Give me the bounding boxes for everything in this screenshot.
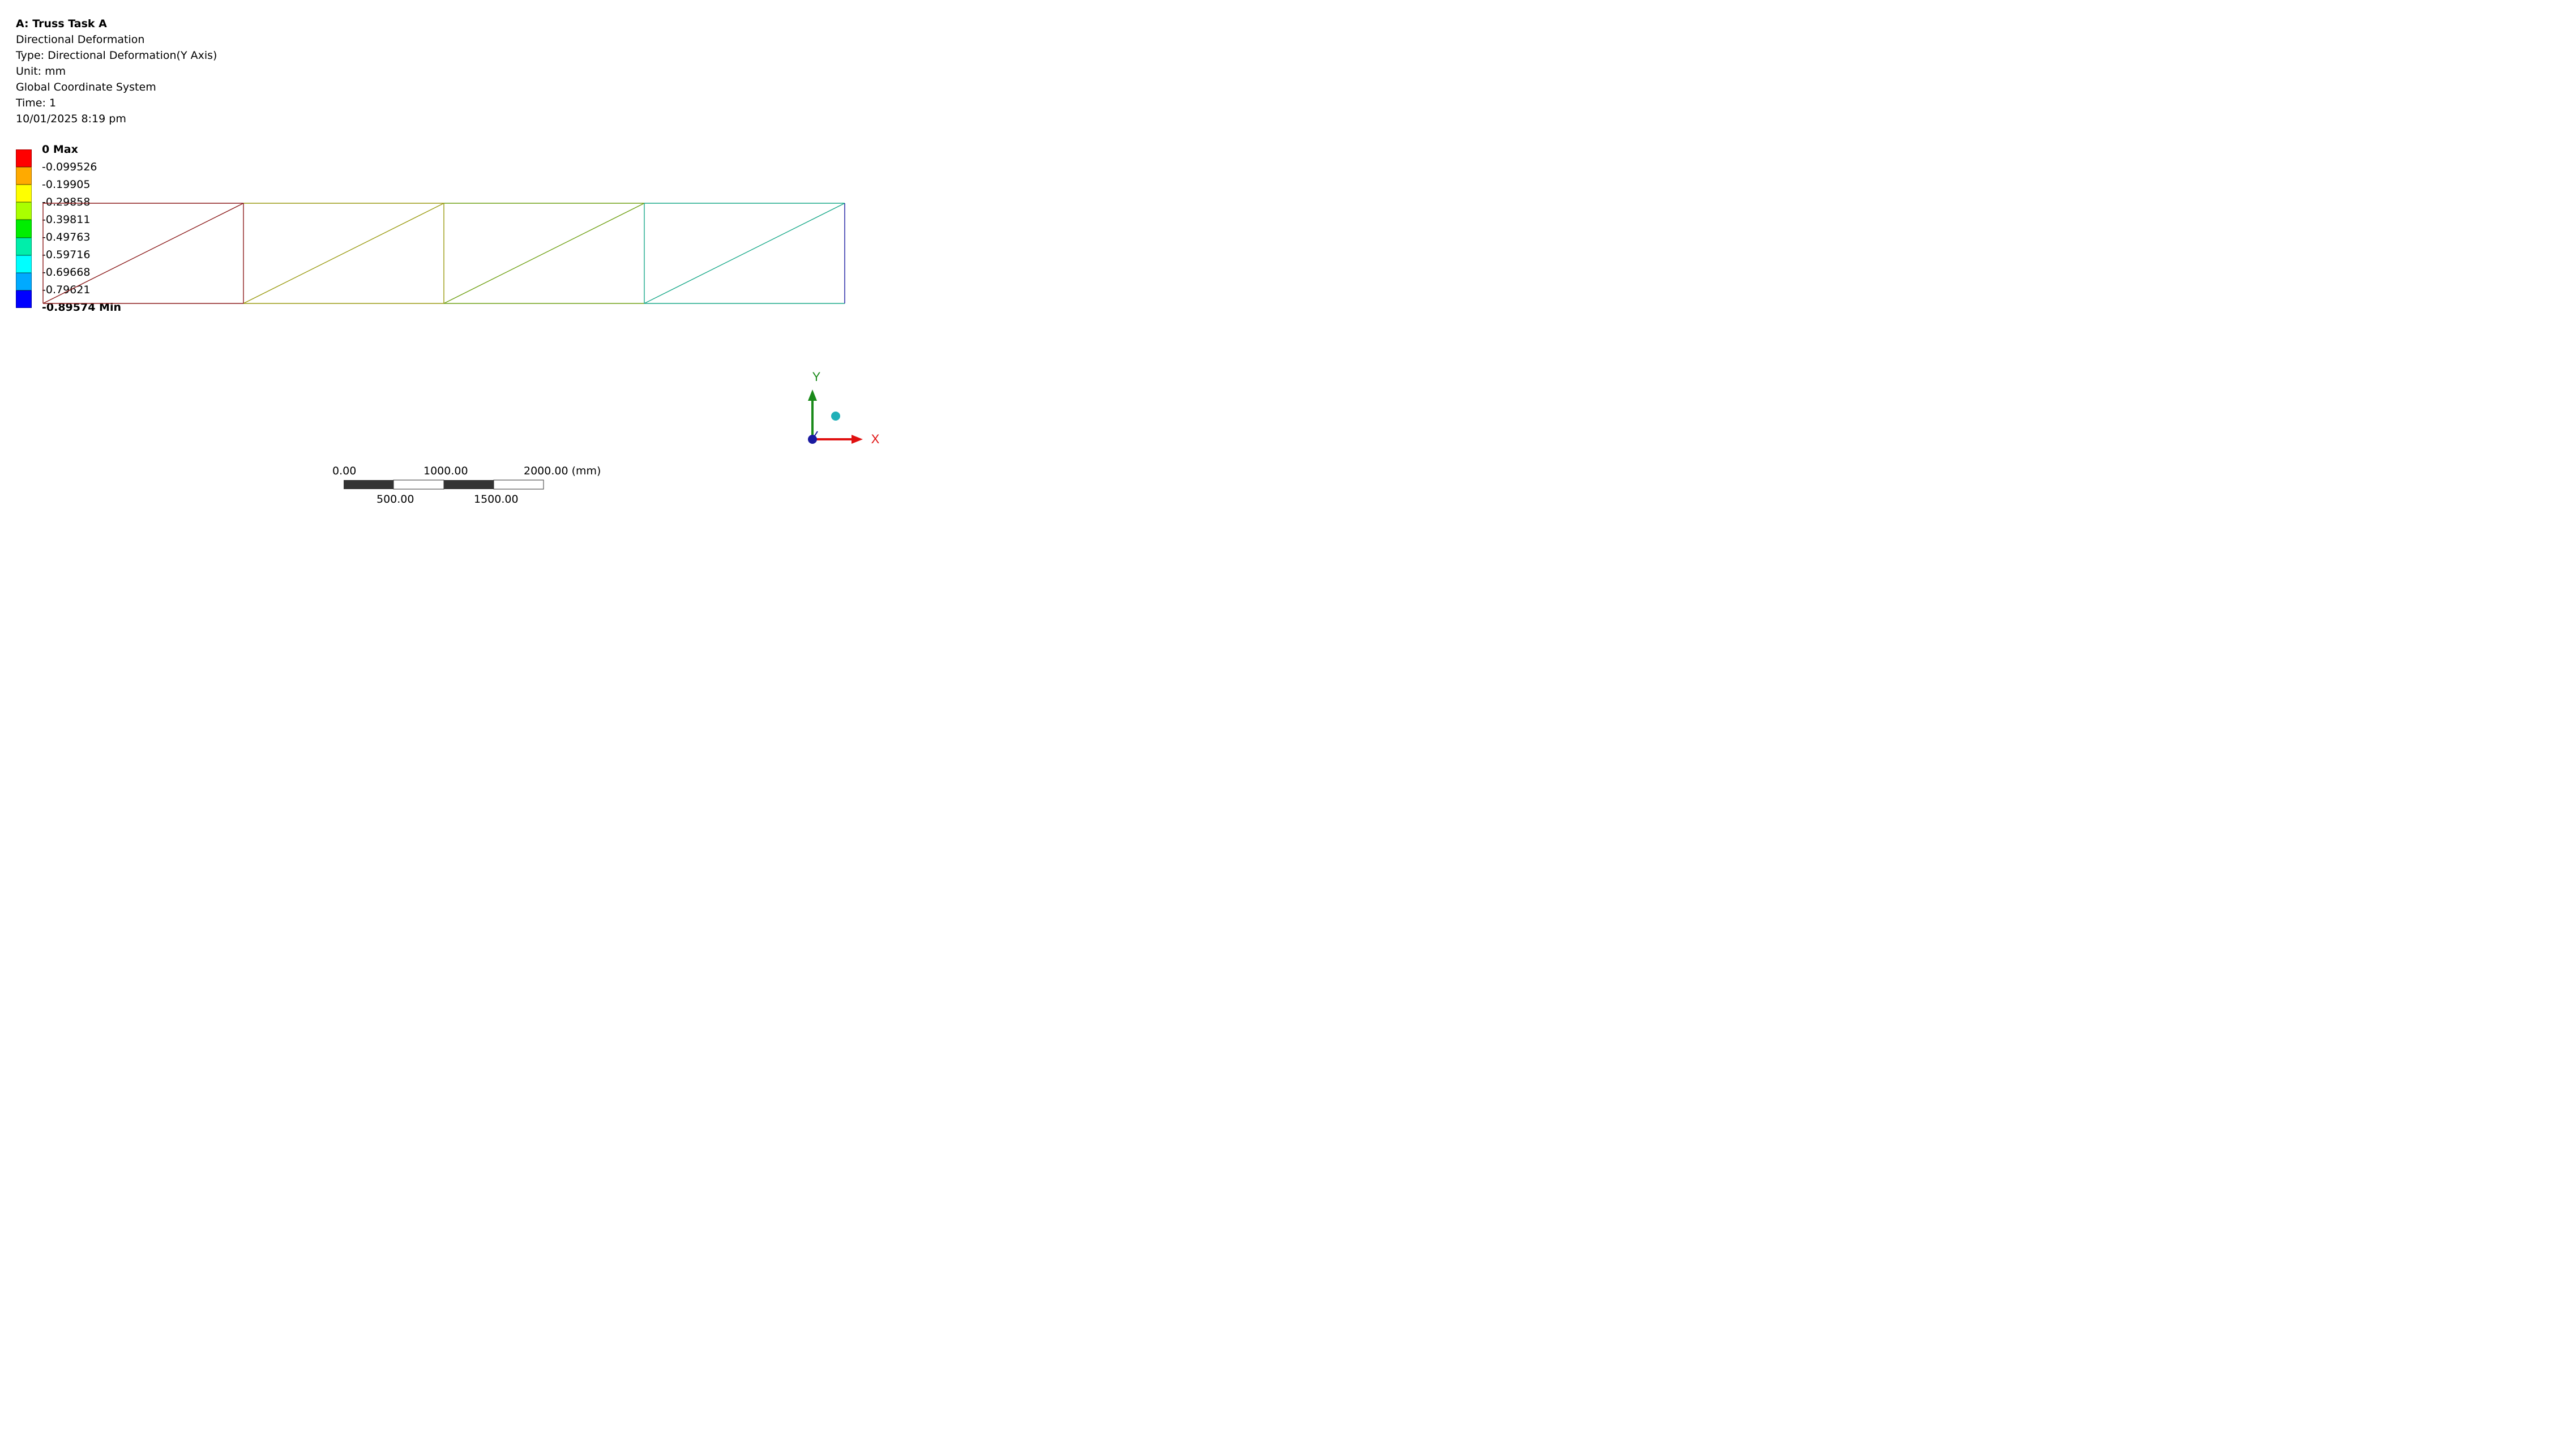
result-time: Time: 1 xyxy=(16,97,57,109)
legend-swatch-1 xyxy=(16,149,32,168)
legend-swatch-2 xyxy=(16,167,32,185)
legend-label-6: -0.59716 xyxy=(42,249,91,261)
legend-label-4: -0.39811 xyxy=(42,213,91,226)
coordinate-system: Global Coordinate System xyxy=(16,81,156,93)
y-arrowhead-icon xyxy=(808,389,817,401)
legend-color-bar[interactable] xyxy=(16,149,32,308)
legend-swatch-3 xyxy=(16,185,32,203)
scale-label-1500: 1500.00 xyxy=(474,493,519,506)
diagonal-member-2[interactable] xyxy=(243,203,444,304)
result-timestamp: 10/01/2025 8:19 pm xyxy=(16,113,126,125)
scale-bar xyxy=(344,479,544,490)
scale-label-2000: 2000.00 (mm) xyxy=(524,465,601,477)
analysis-title: A: Truss Task A xyxy=(16,18,107,30)
diagonal-member-1[interactable] xyxy=(42,203,244,304)
legend-swatch-4 xyxy=(16,202,32,220)
legend-swatch-9 xyxy=(16,290,32,308)
legend-label-3: -0.29858 xyxy=(42,196,91,208)
legend-label-2: -0.19905 xyxy=(42,178,91,191)
truss-model[interactable] xyxy=(42,203,845,304)
diagonal-member-3[interactable] xyxy=(443,203,645,304)
coordinate-triad[interactable]: Y X xyxy=(0,0,883,504)
legend-label-1: -0.099526 xyxy=(42,161,97,173)
result-unit: Unit: mm xyxy=(16,65,66,78)
origin-sphere-icon xyxy=(808,435,817,444)
legend-swatch-5 xyxy=(16,220,32,238)
y-axis-label: Y xyxy=(812,370,821,384)
scale-label-500: 500.00 xyxy=(376,493,414,506)
scale-label-0: 0.00 xyxy=(332,465,357,477)
legend-label-8: -0.79621 xyxy=(42,284,91,296)
result-type: Type: Directional Deformation(Y Axis) xyxy=(16,49,217,62)
result-name: Directional Deformation xyxy=(16,33,145,46)
legend-label-7: -0.69668 xyxy=(42,266,91,279)
truss-model-viewport[interactable] xyxy=(0,0,883,504)
scale-label-1000: 1000.00 xyxy=(423,465,468,477)
legend-max-label: 0 Max xyxy=(42,143,78,156)
isometric-view-sphere-icon[interactable] xyxy=(831,412,840,421)
x-axis-label: X xyxy=(871,432,880,446)
result-header: A: Truss Task A Directional Deformation … xyxy=(16,16,217,127)
x-arrowhead-icon xyxy=(852,435,863,444)
legend-swatch-6 xyxy=(16,237,32,255)
scale-segment-3 xyxy=(444,480,494,489)
legend-swatch-7 xyxy=(16,255,32,273)
scale-segment-4 xyxy=(493,479,544,490)
legend-min-label: -0.89574 Min xyxy=(42,301,121,314)
legend-label-5: -0.49763 xyxy=(42,231,91,243)
scale-segment-2 xyxy=(393,479,444,490)
diagonal-member-4[interactable] xyxy=(644,203,845,304)
scale-segment-1 xyxy=(344,480,393,489)
legend-swatch-8 xyxy=(16,272,32,290)
